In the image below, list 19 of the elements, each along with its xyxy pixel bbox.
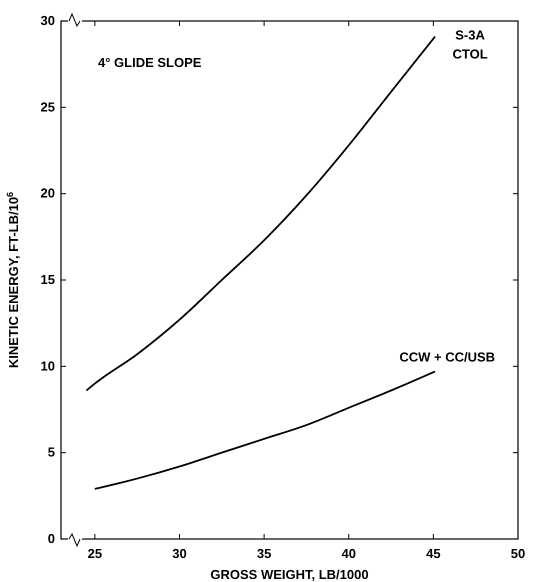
x-tick-label: 25	[88, 546, 102, 561]
y-tick-label: 25	[40, 99, 55, 114]
x-tick-label: 30	[172, 546, 187, 561]
series-label: S-3A CTOL	[452, 28, 488, 62]
y-tick-label: 5	[48, 444, 55, 460]
x-tick-label: 35	[256, 546, 272, 561]
y-tick-label: 20	[40, 186, 55, 201]
y-tick-label: 10	[40, 358, 55, 374]
y-tick-label: 15	[40, 272, 55, 287]
line-series	[85, 36, 436, 392]
x-axis-title: GROSS WEIGHT, LB/1000	[210, 567, 369, 582]
x-tick-label: 50	[510, 546, 526, 561]
annotation: 4° GLIDE SLOPE	[98, 55, 202, 70]
x-tick-label: 45	[426, 546, 441, 561]
series-label: CCW + CC/USB	[399, 350, 496, 365]
x-tick-label: 40	[342, 546, 356, 561]
y-tick-label: 0	[48, 531, 55, 546]
line-series	[94, 370, 436, 490]
y-tick-label: 30	[40, 13, 55, 28]
